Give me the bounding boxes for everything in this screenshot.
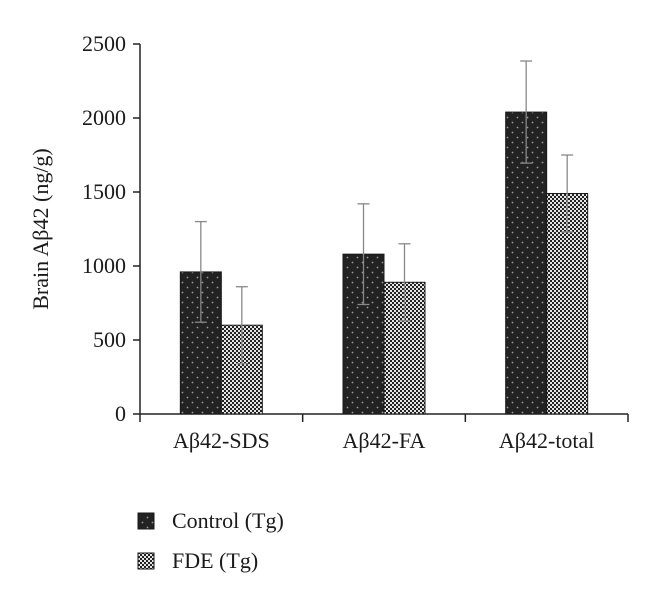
legend-swatch [137,552,155,570]
y-tick-label: 1500 [82,179,126,204]
y-tick-label: 2500 [82,31,126,56]
plot-area: 0 500 1000 1500 2000 2500 Aβ42-SDS Aβ42-FA Aβ42-… [82,31,629,453]
legend: Control (Tg) FDE (Tg) [137,508,284,573]
y-tick-label: 0 [115,401,126,426]
y-axis-title: Brain Aβ42 (ng/g) [28,148,53,310]
x-category-label: Aβ42-total [499,428,595,453]
y-tick-label: 2000 [82,105,126,130]
x-category-label: Aβ42-FA [343,428,426,453]
y-tick-label: 1000 [82,253,126,278]
legend-label: FDE (Tg) [172,548,258,573]
legend-swatch [137,512,155,530]
x-category-label: Aβ42-SDS [173,428,270,453]
y-tick-label: 500 [93,327,126,352]
legend-label: Control (Tg) [172,508,284,533]
